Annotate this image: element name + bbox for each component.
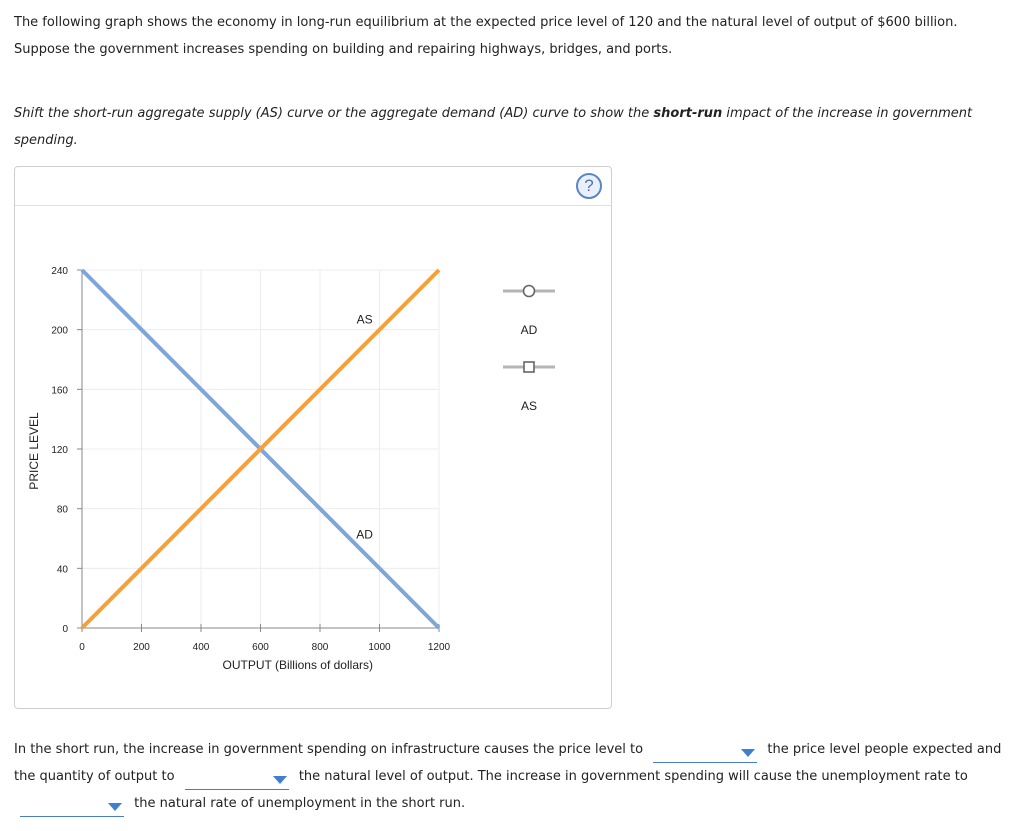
question-text: In the short run, the increase in govern… [14, 736, 1018, 817]
help-button[interactable]: ? [576, 173, 602, 199]
instruction-before: Shift the short-run aggregate supply (AS… [14, 106, 654, 121]
as-curve[interactable] [80, 268, 441, 630]
ad-as-chart[interactable]: 0 40 80 120 160 200 240 0 200 400 600 800 1000 1200 OU… [15, 167, 613, 710]
question-s3: the natural level of output. The increas… [298, 769, 968, 784]
curve-label-ad: AD [356, 528, 373, 542]
curve-label-as: AS [357, 313, 373, 327]
question-s4: the natural rate of unemployment in the … [134, 796, 466, 811]
chevron-down-icon [741, 749, 756, 757]
y-axis-title: PRICE LEVEL [27, 412, 41, 490]
y-tick-label: 240 [51, 266, 68, 277]
instruction-bold: short-run [653, 106, 723, 121]
y-tick-label: 200 [51, 326, 68, 337]
square-marker-icon[interactable] [523, 361, 535, 373]
x-tick-label: 800 [312, 642, 329, 653]
intro-line-2: Suppose the government increases spendin… [14, 42, 673, 57]
output-dropdown[interactable] [184, 771, 289, 790]
chevron-down-icon [272, 776, 287, 784]
x-tick-label: 200 [133, 642, 150, 653]
instruction-text: Shift the short-run aggregate supply (AS… [14, 100, 1014, 154]
x-tick-label: 400 [193, 642, 210, 653]
price-level-dropdown[interactable] [653, 744, 758, 763]
y-tick-label: 0 [62, 624, 68, 635]
x-tick-label: 0 [79, 642, 85, 653]
graph-panel: ? 0 40 80 120 160 200 240 0 200 400 600 800 1000 1200… [14, 166, 612, 709]
problem-intro: The following graph shows the economy in… [14, 9, 1014, 63]
instruction-after: impact of the increase in government spe… [14, 106, 973, 148]
question-s2: the price level people expected and the … [14, 742, 1002, 784]
palette-ad-label: AD [521, 323, 538, 337]
y-tick-label: 160 [51, 385, 68, 396]
unemployment-dropdown[interactable] [20, 798, 124, 817]
question-s1: In the short run, the increase in govern… [14, 742, 644, 757]
x-axis-title: OUTPUT (Billions of dollars) [223, 658, 373, 672]
circle-marker-icon[interactable] [522, 284, 536, 298]
chevron-down-icon [108, 803, 122, 811]
y-tick-label: 120 [51, 445, 68, 456]
x-tick-label: 600 [252, 642, 269, 653]
y-tick-label: 40 [57, 564, 69, 575]
intro-line-1: The following graph shows the economy in… [14, 15, 958, 30]
palette-as-label: AS [521, 399, 537, 413]
panel-header: ? [15, 167, 611, 206]
x-tick-label: 1200 [428, 642, 451, 653]
x-tick-label: 1000 [368, 642, 391, 653]
y-tick-label: 80 [57, 505, 69, 516]
